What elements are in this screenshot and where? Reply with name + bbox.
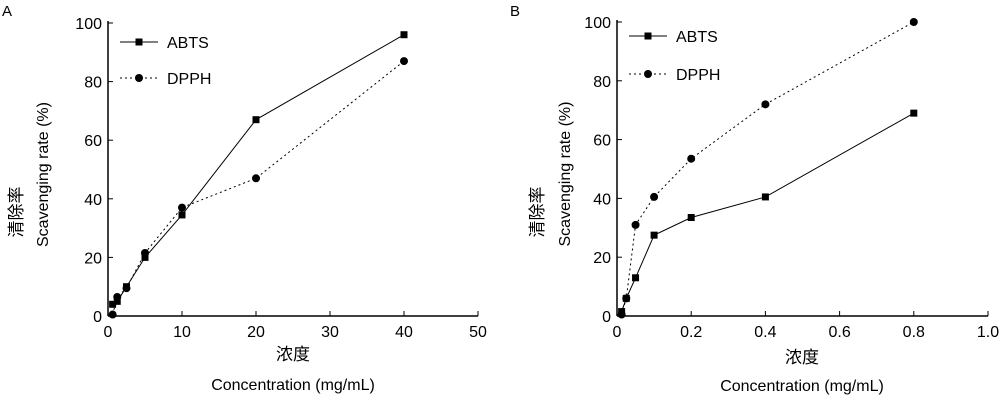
y-axis-label-cn: 清除率	[528, 187, 547, 238]
data-point-abts	[632, 274, 640, 282]
x-tick-label: 0.6	[828, 324, 850, 341]
x-tick-label: 0	[104, 324, 113, 341]
series-line-dpph	[112, 60, 405, 315]
data-point-abts	[109, 300, 117, 308]
data-point-abts	[400, 31, 408, 39]
y-tick-label: 40	[84, 192, 102, 209]
x-tick-label: 1.0	[977, 324, 999, 341]
y-tick-label: 40	[593, 191, 611, 208]
x-tick-label: 0.4	[754, 324, 776, 341]
legend-label-abts: ABTS	[167, 35, 209, 52]
data-point-dpph	[113, 292, 122, 301]
y-axis-label-cn: 清除率	[7, 187, 26, 238]
data-point-dpph	[141, 249, 149, 258]
x-axis-label-cn: 浓度	[785, 348, 819, 367]
y-axis-label: Scavenging rate (%)	[35, 102, 52, 247]
chart-panel-a: A 0 10 20 30 40 50 0 20 40 60 80 100 浓度 Concentration …	[2, 3, 487, 394]
series-line-dpph	[621, 21, 915, 315]
y-tick-label: 20	[593, 250, 611, 267]
data-point-dpph	[687, 154, 696, 163]
y-tick-label: 60	[593, 133, 611, 150]
y-tick-label: 0	[602, 309, 611, 326]
x-tick-label: 10	[173, 324, 191, 341]
data-point-dpph	[108, 310, 117, 319]
data-point-dpph	[400, 57, 408, 66]
x-tick-label: 20	[247, 324, 265, 341]
y-tick-label: 60	[84, 133, 102, 150]
y-tick-label: 0	[93, 309, 102, 326]
legend-marker-abts	[644, 32, 652, 40]
data-point-abts	[178, 211, 186, 219]
data-point-abts	[141, 253, 149, 261]
data-point-abts	[761, 193, 769, 201]
legend-marker-abts	[135, 38, 143, 46]
x-tick-label: 50	[469, 324, 487, 341]
x-tick-label: 40	[395, 324, 413, 341]
data-point-abts	[650, 231, 658, 239]
panel-label: B	[510, 3, 520, 20]
data-point-abts	[252, 116, 260, 124]
data-point-dpph	[622, 294, 631, 303]
legend-label-abts: ABTS	[676, 29, 718, 46]
data-point-dpph	[761, 100, 770, 109]
data-point-abts	[113, 297, 121, 305]
series-line-abts	[112, 34, 405, 305]
y-tick-label: 100	[75, 16, 102, 33]
data-point-dpph	[909, 18, 918, 26]
data-point-dpph	[178, 203, 186, 212]
legend-marker-dpph	[135, 74, 143, 82]
data-point-abts	[687, 214, 695, 222]
y-tick-label: 80	[593, 74, 611, 91]
series-line-abts	[621, 112, 915, 312]
x-axis-label: Concentration (mg/mL)	[211, 377, 375, 394]
x-tick-label: 30	[321, 324, 339, 341]
data-point-abts	[910, 109, 918, 117]
legend-marker-dpph	[644, 70, 652, 78]
data-point-dpph	[617, 310, 626, 319]
x-tick-label: 0.8	[903, 324, 925, 341]
legend-label-dpph: DPPH	[167, 71, 211, 88]
panel-label: A	[2, 3, 12, 20]
data-point-dpph	[631, 220, 640, 229]
x-tick-label: 0.2	[680, 324, 702, 341]
y-tick-label: 80	[84, 75, 102, 92]
legend-label-dpph: DPPH	[676, 67, 720, 84]
chart-panel-b: B 0 0.2 0.4 0.6 0.8 1.0 0 20 40 60 80 100 浓度 Concentra…	[510, 3, 999, 395]
data-point-dpph	[650, 192, 659, 201]
data-point-dpph	[122, 284, 131, 293]
x-axis-label-cn: 浓度	[276, 345, 310, 364]
x-axis-label: Concentration (mg/mL)	[720, 378, 884, 395]
y-axis-label: Scavenging rate (%)	[557, 102, 574, 247]
data-point-dpph	[252, 174, 260, 183]
x-tick-label: 0	[613, 324, 622, 341]
y-tick-label: 20	[84, 250, 102, 267]
y-tick-label: 100	[584, 15, 611, 32]
